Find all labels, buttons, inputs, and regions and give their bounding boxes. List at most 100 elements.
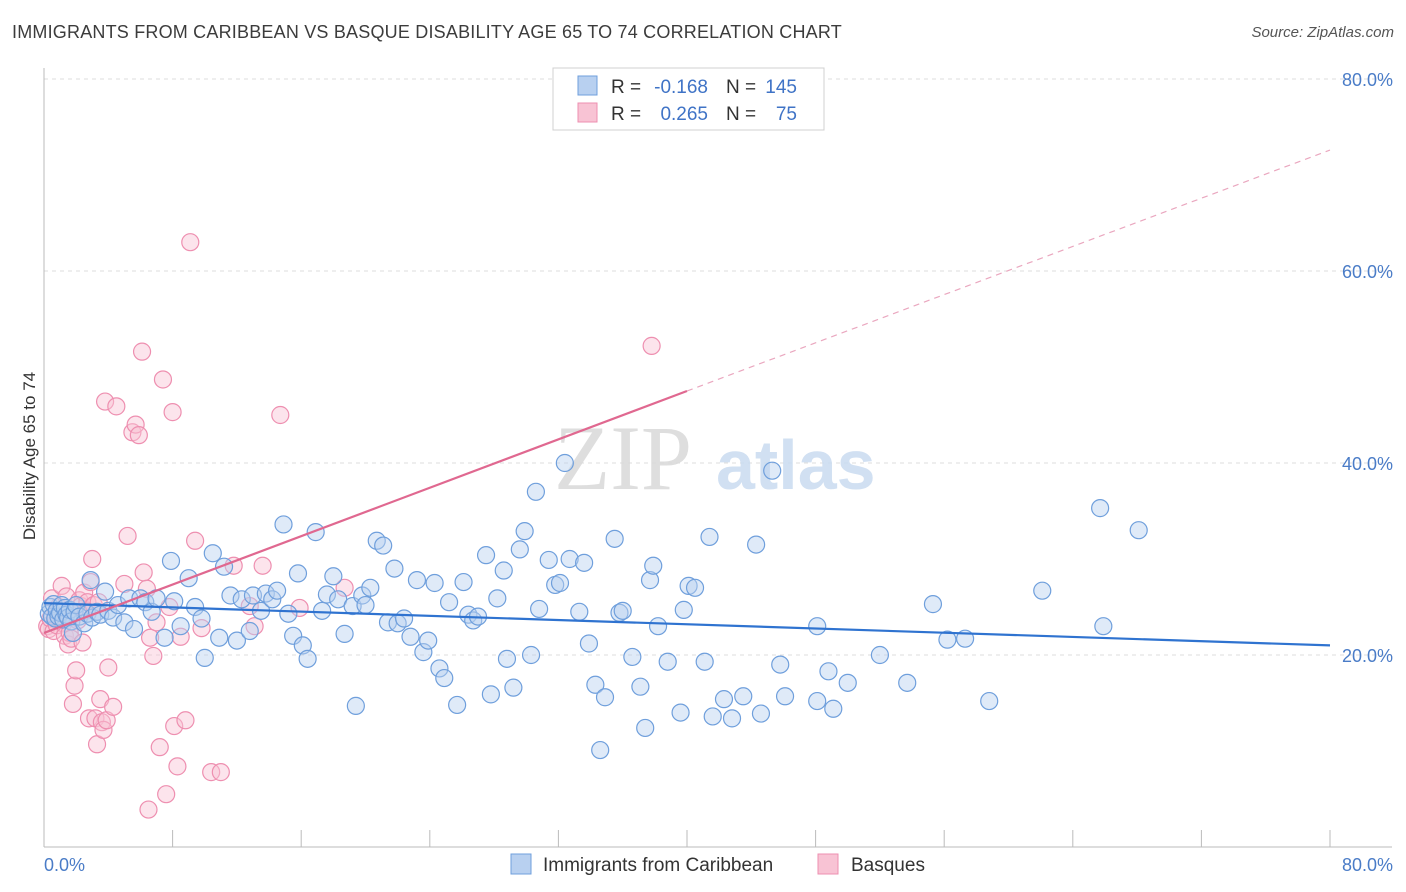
caribbean-point — [227, 631, 246, 650]
basques-point — [253, 556, 272, 575]
caribbean-point — [923, 595, 943, 614]
caribbean-point — [550, 573, 570, 593]
caribbean-point — [751, 704, 771, 723]
caribbean-point — [1129, 521, 1148, 540]
caribbean-point — [324, 567, 343, 586]
legend-basques-label-swatch — [817, 853, 839, 875]
caribbean-point — [898, 673, 917, 692]
caribbean-point — [476, 546, 496, 565]
watermark-atlas: atlas — [716, 426, 876, 504]
basques-point — [147, 613, 166, 632]
trend-lines — [43, 149, 1331, 647]
caribbean-point — [526, 482, 545, 501]
caribbean-point — [695, 652, 714, 671]
basques-point — [157, 785, 176, 804]
basques-point — [52, 576, 71, 595]
basques-point — [271, 405, 290, 425]
basques-point — [139, 800, 158, 819]
caribbean-point — [1091, 499, 1110, 518]
caribbean-point — [521, 645, 541, 665]
caribbean-point — [685, 578, 705, 597]
caribbean-point — [221, 586, 240, 605]
legend-n-value-2: 75 — [776, 104, 797, 125]
caribbean-point — [870, 645, 890, 665]
basques-trend-line — [43, 389, 688, 634]
basques-point — [99, 658, 118, 677]
caribbean-point — [504, 678, 523, 697]
caribbean-point — [267, 581, 287, 600]
caribbean-point — [171, 617, 190, 636]
watermark: ZIP atlas — [554, 407, 876, 509]
caribbean-point — [454, 572, 473, 592]
caribbean-point — [808, 691, 827, 711]
legend-n-value-1: 145 — [765, 77, 797, 98]
caribbean-point — [195, 648, 214, 667]
y-tick-label: 80.0% — [1342, 70, 1393, 90]
basques-point — [168, 757, 187, 776]
caribbean-point — [210, 628, 229, 647]
caribbean-point — [306, 523, 325, 542]
basques-points — [38, 233, 661, 819]
caribbean-point — [279, 604, 298, 623]
caribbean-point — [747, 535, 766, 554]
caribbean-point — [539, 550, 558, 570]
caribbean-point — [510, 540, 529, 559]
caribbean-point — [155, 628, 174, 647]
basques-point — [163, 403, 182, 422]
basques-point — [65, 676, 84, 695]
basques-point — [95, 392, 115, 411]
tick-labels: 20.0% 40.0% 60.0% 80.0% 0.0% 80.0% — [44, 70, 1393, 875]
basques-point — [186, 531, 205, 550]
caribbean-point — [192, 609, 211, 628]
caribbean-point — [263, 590, 282, 609]
caribbean-point — [435, 668, 454, 688]
caribbean-point — [488, 589, 507, 608]
caribbean-point — [570, 602, 589, 621]
caribbean-point — [838, 673, 857, 692]
caribbean-point — [575, 553, 594, 572]
caribbean-point — [631, 677, 650, 696]
caribbean-point — [361, 578, 380, 597]
caribbean-point — [679, 576, 698, 595]
x-tick-label: 0.0% — [44, 855, 85, 875]
caribbean-point — [700, 527, 719, 547]
caribbean-point — [530, 599, 549, 619]
legend-n-label-1: N = — [726, 77, 756, 98]
basques-trend-extension — [686, 149, 1331, 392]
caribbean-point — [115, 613, 134, 632]
caribbean-point — [203, 544, 222, 563]
caribbean-point — [591, 740, 610, 760]
caribbean-point — [401, 627, 420, 646]
legend-caribbean-label: Immigrants from Caribbean — [543, 855, 773, 876]
caribbean-point — [734, 687, 753, 706]
basques-point — [59, 635, 78, 654]
caribbean-point — [317, 585, 337, 604]
caribbean-point — [819, 662, 838, 681]
basques-point — [181, 233, 200, 252]
caribbean-point — [980, 691, 999, 711]
basques-point — [144, 646, 163, 666]
caribbean-point — [81, 571, 100, 590]
caribbean-point — [648, 617, 668, 636]
caribbean-point — [448, 695, 467, 715]
basques-point — [107, 397, 126, 416]
basques-point — [153, 370, 173, 389]
source-note: Source: ZipAtlas.com — [1251, 24, 1394, 41]
legend-r-label-1: R = — [611, 77, 641, 98]
caribbean-point — [356, 595, 375, 615]
caribbean-point — [407, 571, 427, 590]
caribbean-point — [274, 515, 293, 534]
caribbean-point — [430, 659, 449, 678]
legend-n-label-2: N = — [726, 104, 756, 125]
caribbean-point — [394, 609, 414, 628]
axes — [43, 68, 1392, 848]
caribbean-point — [293, 636, 312, 655]
caribbean-point — [824, 699, 843, 718]
x-tick-label: 80.0% — [1342, 855, 1393, 875]
caribbean-point — [1033, 581, 1052, 600]
basques-point — [83, 549, 102, 569]
caribbean-point — [1094, 617, 1113, 636]
basques-point — [132, 342, 152, 361]
legend-r-value-2: 0.265 — [660, 104, 708, 125]
